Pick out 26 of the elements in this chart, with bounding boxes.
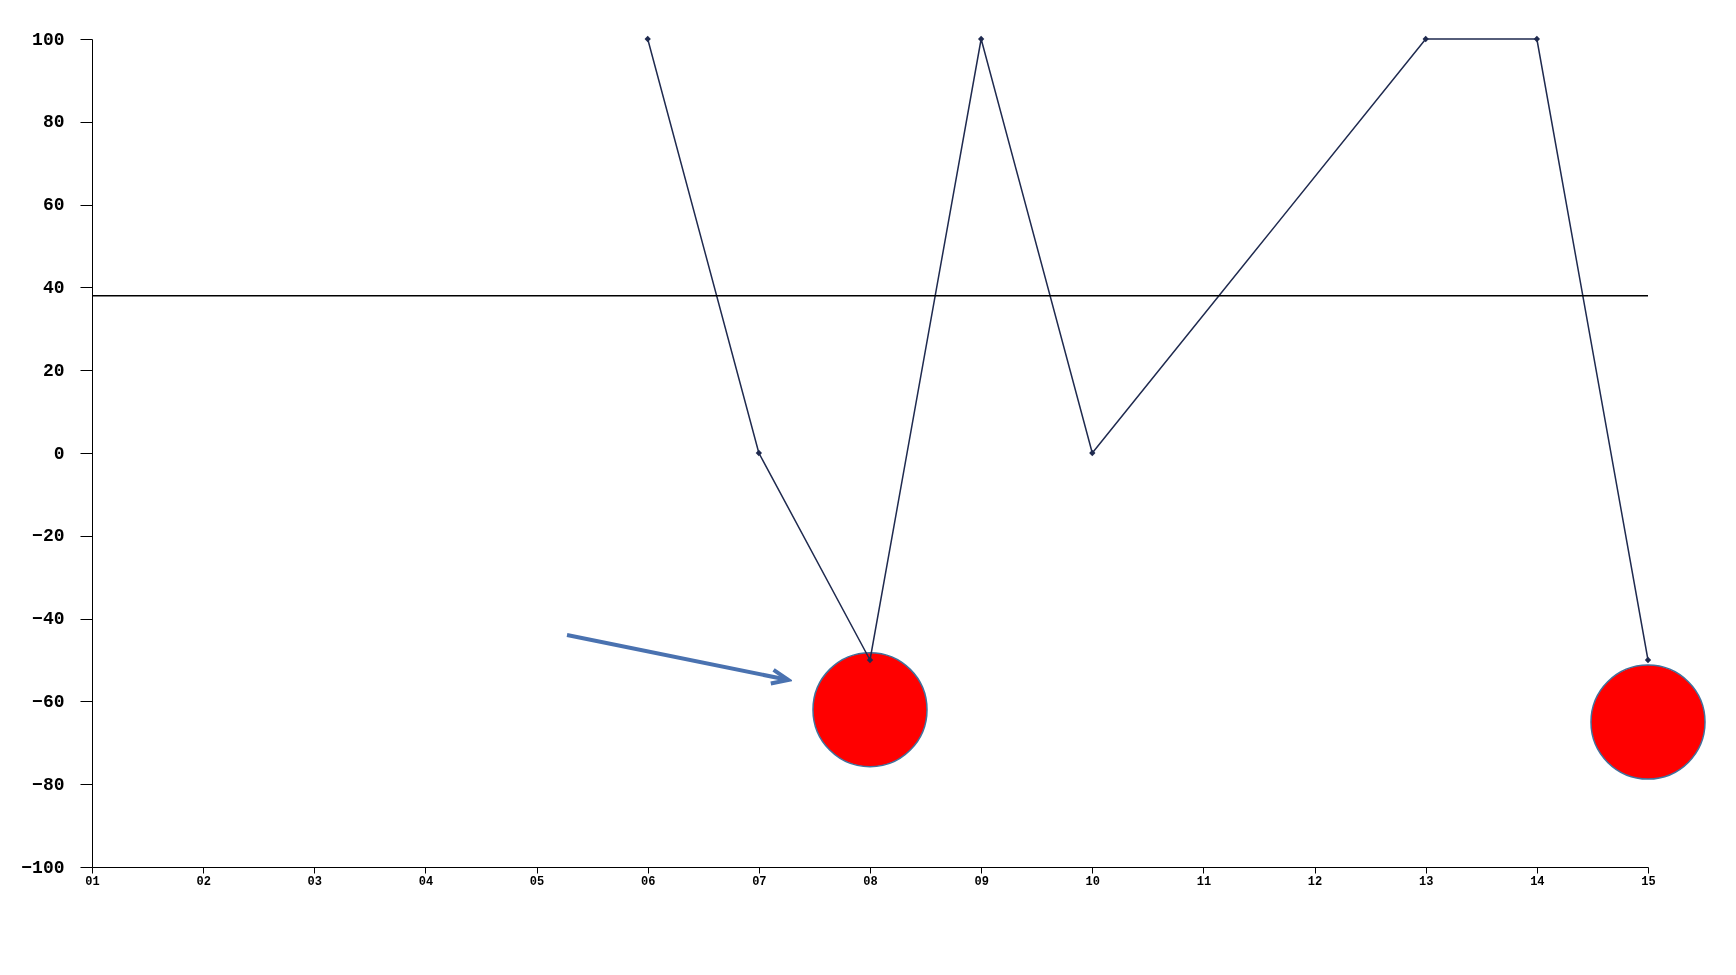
x-tick-label: 08 — [863, 874, 878, 889]
y-tick-label: 60 — [42, 195, 65, 216]
x-tick-label: 05 — [529, 874, 545, 889]
y-tick-label: 80 — [42, 112, 65, 133]
x-tick-label: 11 — [1196, 874, 1212, 889]
x-tick-label: 12 — [1307, 874, 1323, 889]
y-tick-label: −80 — [32, 774, 65, 795]
x-tick-label: 06 — [641, 874, 656, 889]
x-tick-label: 15 — [1641, 874, 1656, 889]
x-tick-label: 14 — [1530, 874, 1545, 889]
x-tick-label: 13 — [1419, 874, 1434, 889]
x-tick-label: 02 — [196, 874, 211, 889]
x-tick-label: 04 — [418, 874, 434, 889]
x-tick-label: 09 — [974, 874, 989, 889]
y-tick-label: −60 — [32, 691, 65, 712]
y-tick-label: 100 — [32, 29, 65, 50]
x-tick-label: 10 — [1085, 874, 1100, 889]
x-tick-label: 07 — [752, 874, 767, 889]
y-tick-label: 40 — [42, 277, 65, 298]
y-tick-label: −40 — [32, 609, 65, 630]
y-tick-label: −100 — [21, 857, 65, 878]
y-tick-label: 20 — [42, 360, 65, 381]
x-tick-label: 03 — [307, 874, 322, 889]
y-tick-label: 0 — [53, 443, 65, 464]
x-tick-label: 01 — [85, 874, 100, 889]
y-tick-label: −20 — [32, 526, 65, 547]
